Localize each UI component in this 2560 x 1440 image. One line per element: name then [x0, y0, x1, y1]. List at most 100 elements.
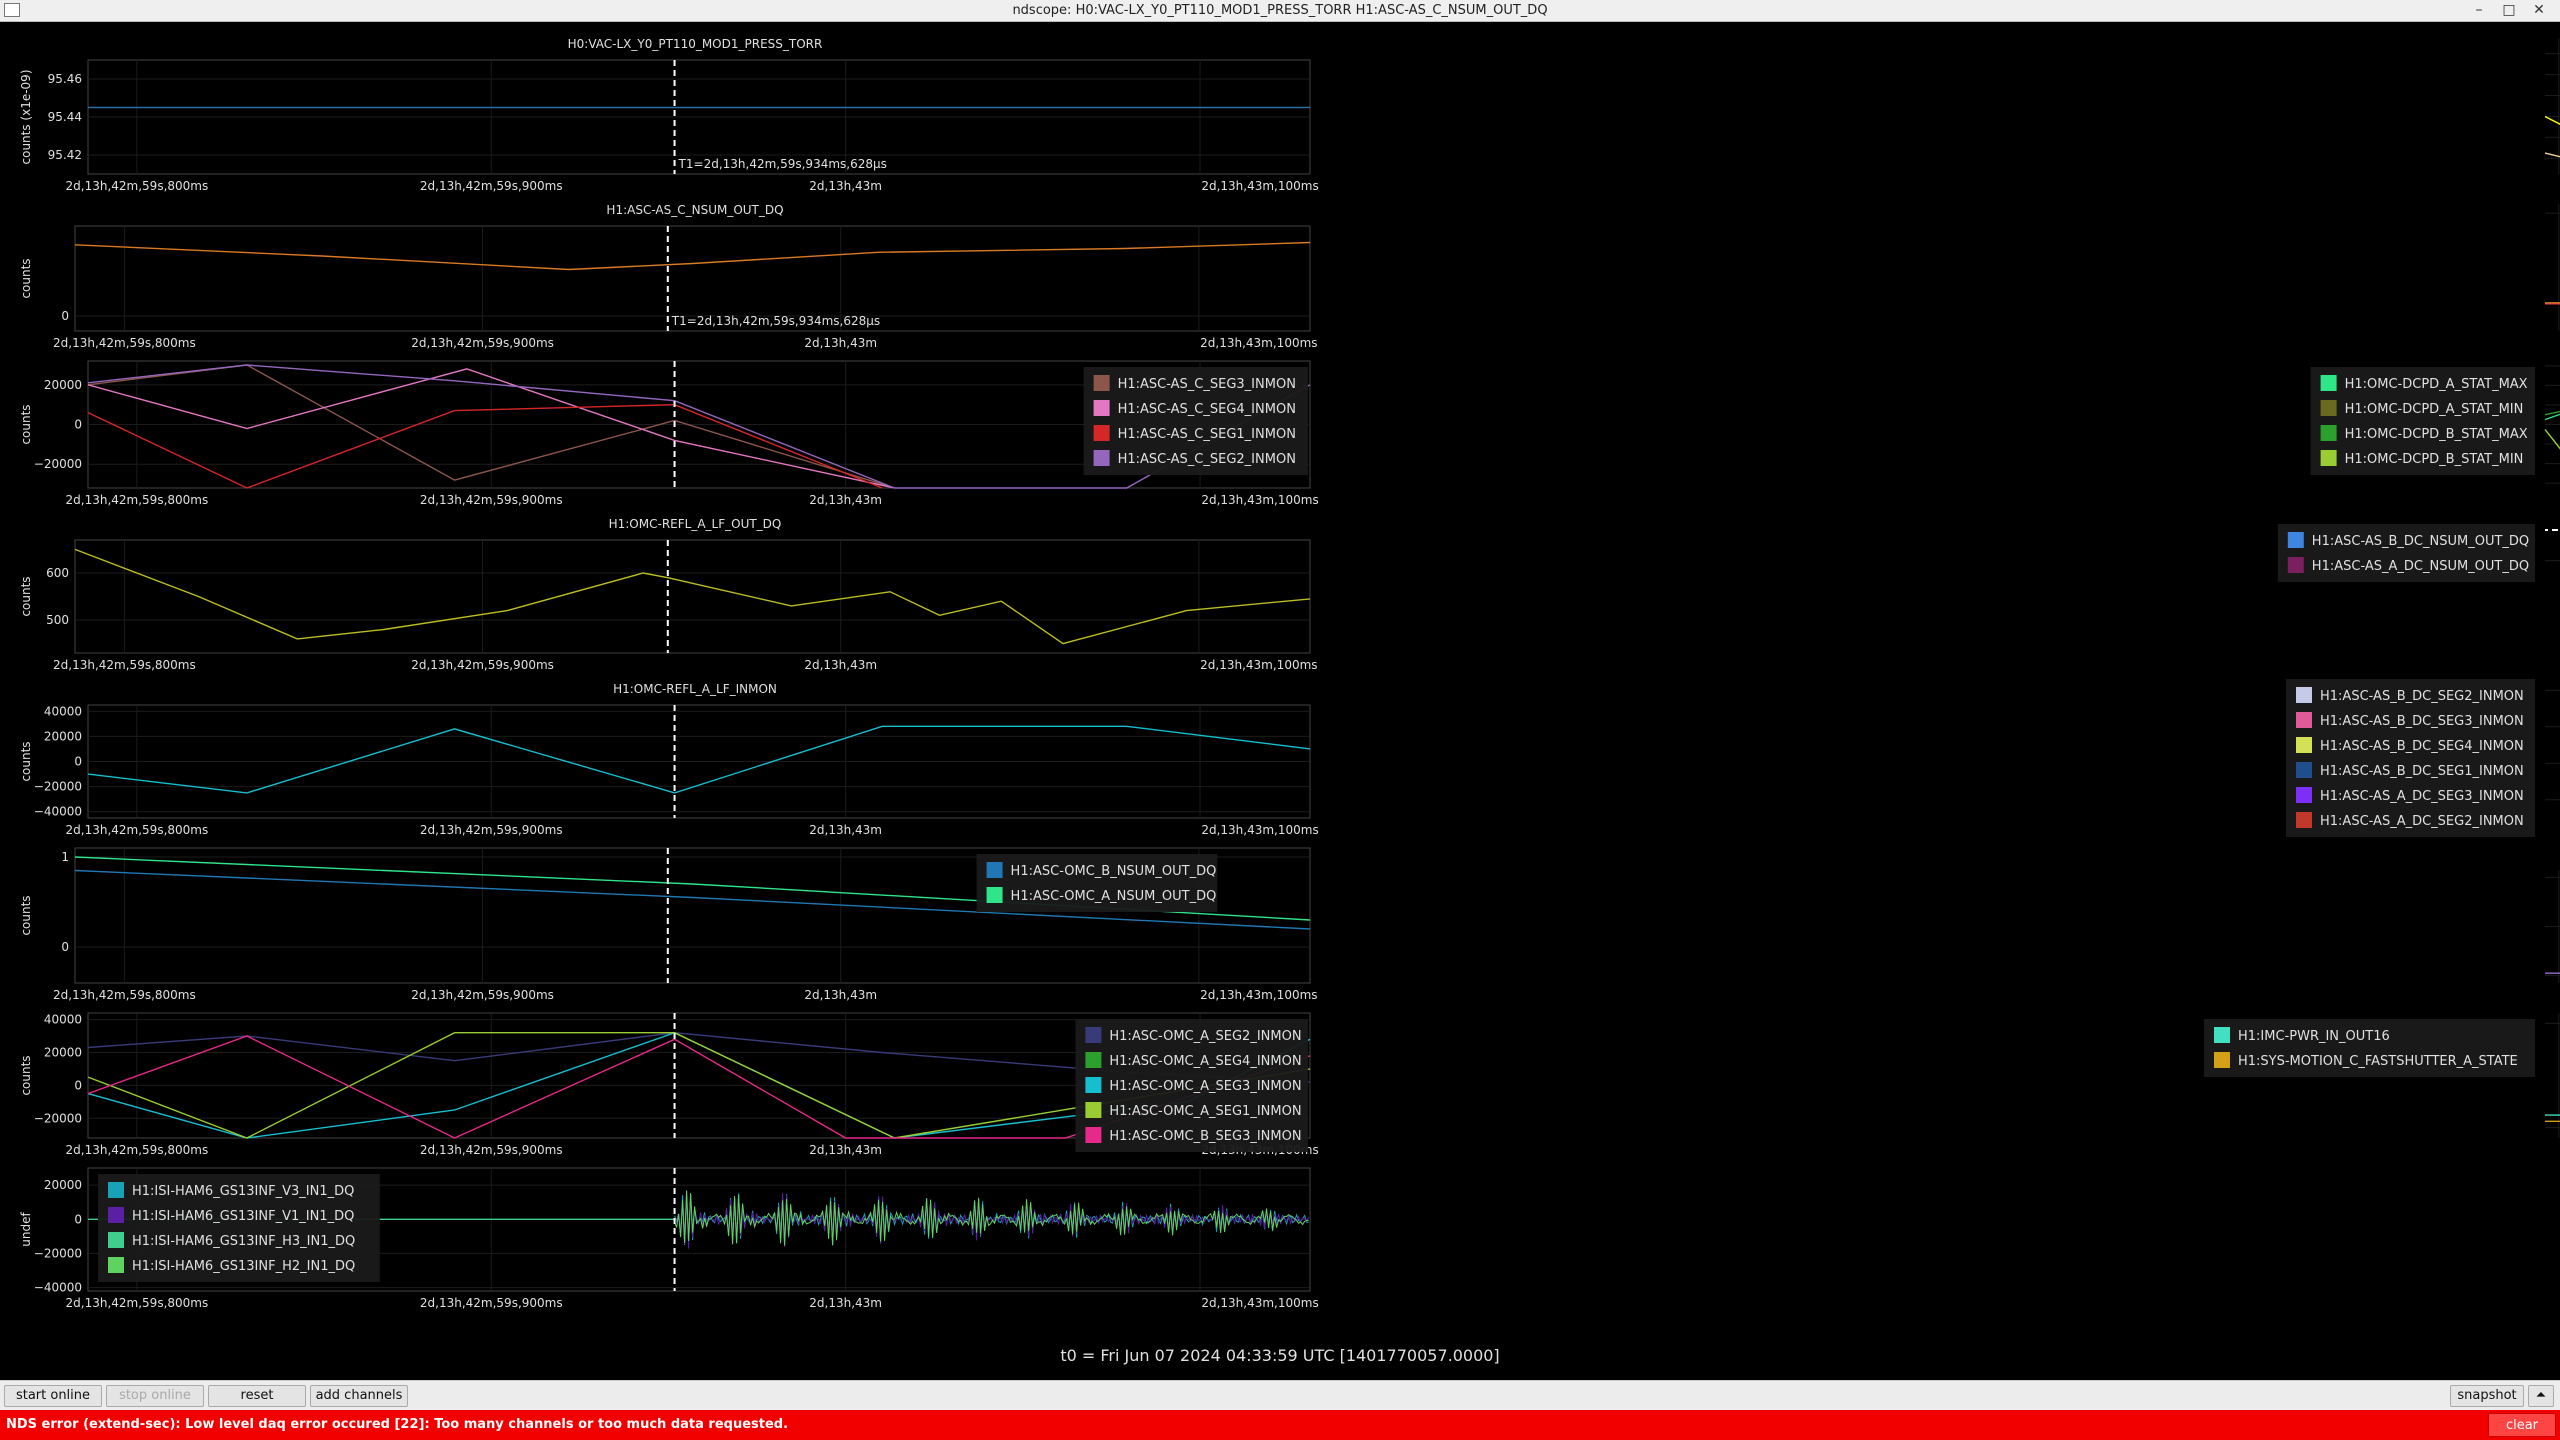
legend-swatch [1085, 1052, 1102, 1068]
x-tick-label: 2d,13h,43m,100ms [1200, 336, 1317, 350]
plot-panel: 6000004000002000000−200000−400000−600000… [2310, 365, 2560, 484]
y-tick-label: 20000 [44, 378, 82, 392]
window-title: ndscope: H0:VAC-LX_Y0_PT110_MOD1_PRESS_T… [1012, 3, 1548, 18]
series-line [74, 241, 1311, 271]
reset-button[interactable]: reset [208, 1385, 306, 1407]
y-tick-label: 0 [61, 309, 69, 323]
legend-entry: H1:ISI-HAM6_GS13INF_V1_IN1_DQ [132, 1209, 354, 1224]
legend-entry: H1:OMC-DCPD_B_STAT_MAX [2345, 427, 2528, 442]
x-tick-label: 2d,13h,42m,59s,900ms [411, 658, 554, 672]
legend-entry: H1:ASC-OMC_A_SEG1_INMON [1109, 1104, 1301, 1119]
y-tick-label: 40000 [44, 1013, 82, 1027]
plot-area[interactable]: 95.46 95.44 95.42 counts (x1e-09) H0:VAC-LX_… [0, 22, 2560, 1380]
y-tick-label: −20000 [34, 1246, 82, 1260]
legend-entry: H1:ASC-OMC_B_NSUM_OUT_DQ [1011, 864, 1217, 879]
plot-panel: 12000100008000600040002000counts2d,13h,4… [2544, 38, 2560, 174]
y-tick-label: −40000 [34, 1281, 82, 1295]
start-online-button[interactable]: start online [4, 1385, 102, 1407]
legend-entry: H1:OMC-DCPD_A_STAT_MAX [2345, 377, 2528, 392]
series-line [2545, 1120, 2560, 1123]
error-bar: NDS error (extend-sec): Low level daq er… [0, 1410, 2560, 1440]
legend-swatch [2320, 450, 2337, 466]
legend-box [1075, 1019, 1308, 1152]
series-line [74, 548, 1311, 645]
legend-box [976, 854, 1218, 912]
x-tick-label: 2d,13h,42m,59s,800ms [66, 179, 209, 193]
y-tick-label: 0 [74, 418, 82, 432]
plot-panel: 95.46 95.44 95.42 counts (x1e-09) H0:VAC-LX_… [19, 37, 1319, 193]
legend-swatch [986, 887, 1003, 903]
y-axis-label: counts [19, 258, 33, 298]
x-tick-label: 2d,13h,42m,59s,900ms [420, 179, 563, 193]
legend-entry: H1:ASC-AS_A_DC_NSUM_OUT_DQ [2312, 559, 2529, 574]
legend-entry: H1:ASC-AS_B_DC_SEG1_INMON [2320, 764, 2524, 779]
legend-box [2286, 679, 2535, 837]
legend-entry: H1:ASC-AS_A_DC_SEG2_INMON [2320, 814, 2524, 829]
legend-box [98, 1174, 380, 1282]
legend-swatch [108, 1232, 124, 1248]
x-tick-label: 2d,13h,43m [809, 823, 882, 837]
legend-entry: H1:ASC-AS_B_DC_SEG3_INMON [2320, 714, 2524, 729]
plot-panel: 40000 20000 0 −20000 −40000 counts H1:OMC-REFL… [19, 682, 1319, 837]
y-tick-label: 0 [74, 1212, 82, 1226]
cursor-label: T1=2d,13h,42m,59s,934ms,628μs [678, 157, 887, 171]
y-tick-label: 600 [46, 566, 69, 580]
stop-online-button[interactable]: stop online [106, 1385, 204, 1407]
close-button[interactable]: ✕ [2533, 2, 2545, 18]
expand-arrow-icon[interactable]: ⏶ [2528, 1385, 2554, 1407]
plot-frame [74, 539, 1311, 654]
legend-entry: H1:ASC-AS_B_DC_SEG4_INMON [2320, 739, 2524, 754]
series-line [2544, 152, 2560, 158]
legend-entry: H1:ISI-HAM6_GS13INF_V3_IN1_DQ [132, 1184, 354, 1199]
x-tick-label: 2d,13h,43m [809, 493, 882, 507]
plot-title: H1:OMC-REFL_A_LF_OUT_DQ [609, 517, 782, 531]
legend-swatch [2320, 400, 2337, 416]
legend-swatch [1085, 1127, 1102, 1143]
snapshot-button[interactable]: snapshot [2450, 1385, 2524, 1407]
legend-swatch [2287, 557, 2304, 573]
x-tick-label: 2d,13h,42m,59s,800ms [66, 823, 209, 837]
legend-entry: H1:ASC-AS_B_DC_SEG2_INMON [2320, 689, 2524, 704]
x-tick-label: 2d,13h,43m,100ms [1200, 658, 1317, 672]
clear-error-button[interactable]: clear [2488, 1413, 2556, 1437]
x-tick-label: 2d,13h,43m [809, 179, 882, 193]
legend-box [2204, 1019, 2535, 1077]
legend-box [2310, 367, 2535, 475]
legend-entry: H1:ASC-AS_B_DC_NSUM_OUT_DQ [2312, 534, 2529, 549]
add-channels-button[interactable]: add channels [310, 1385, 408, 1407]
y-tick-label: −40000 [34, 805, 82, 819]
series-line [87, 403, 883, 489]
legend-entry: H1:ASC-AS_A_DC_SEG3_INMON [2320, 789, 2524, 804]
legend-entry: H1:OMC-DCPD_B_STAT_MIN [2345, 452, 2524, 467]
legend-swatch [2214, 1027, 2230, 1043]
legend-entry: H1:ISI-HAM6_GS13INF_H2_IN1_DQ [132, 1259, 355, 1274]
x-tick-label: 2d,13h,43m [809, 1143, 882, 1157]
plot-title: H0:VAC-LX_Y0_PT110_MOD1_PRESS_TORR [568, 37, 823, 51]
legend-swatch [1085, 1027, 1102, 1043]
legend-entry: H1:ASC-OMC_A_NSUM_OUT_DQ [1011, 889, 1217, 904]
y-tick-label: 1 [61, 850, 69, 864]
series-line [2544, 428, 2560, 450]
plot-panel: 100counts2d,13h,42m,59s,800ms2d,13h,42m,… [2204, 1013, 2560, 1138]
legend-entry: H1:ISI-HAM6_GS13INF_H3_IN1_DQ [132, 1234, 355, 1249]
y-tick-label: −20000 [34, 457, 82, 471]
x-tick-label: 2d,13h,42m,59s,900ms [420, 823, 563, 837]
maximize-button[interactable]: □ [2502, 2, 2516, 18]
legend-entry: H1:ASC-OMC_A_SEG4_INMON [1109, 1054, 1301, 1069]
legend-swatch [1085, 1077, 1102, 1093]
y-tick-label: 20000 [44, 1178, 82, 1192]
t0-label: t0 = Fri Jun 07 2024 04:33:59 UTC [14017… [1060, 1346, 1499, 1365]
plot-frame [74, 225, 1311, 332]
legend-swatch [2296, 687, 2312, 703]
series-line [87, 368, 895, 489]
x-tick-label: 2d,13h,43m,100ms [1201, 179, 1318, 193]
legend-entry: H1:ASC-AS_C_SEG4_INMON [1118, 402, 1296, 417]
series-line [674, 1190, 1309, 1246]
plots-canvas[interactable]: 95.46 95.44 95.42 counts (x1e-09) H0:VAC-LX_… [0, 22, 2560, 1380]
x-tick-label: 2d,13h,42m,59s,800ms [53, 336, 196, 350]
legend-swatch [1093, 450, 1110, 466]
minimize-button[interactable]: – [2475, 2, 2483, 18]
x-tick-label: 2d,13h,42m,59s,800ms [66, 1143, 209, 1157]
series-line [87, 1032, 1311, 1139]
